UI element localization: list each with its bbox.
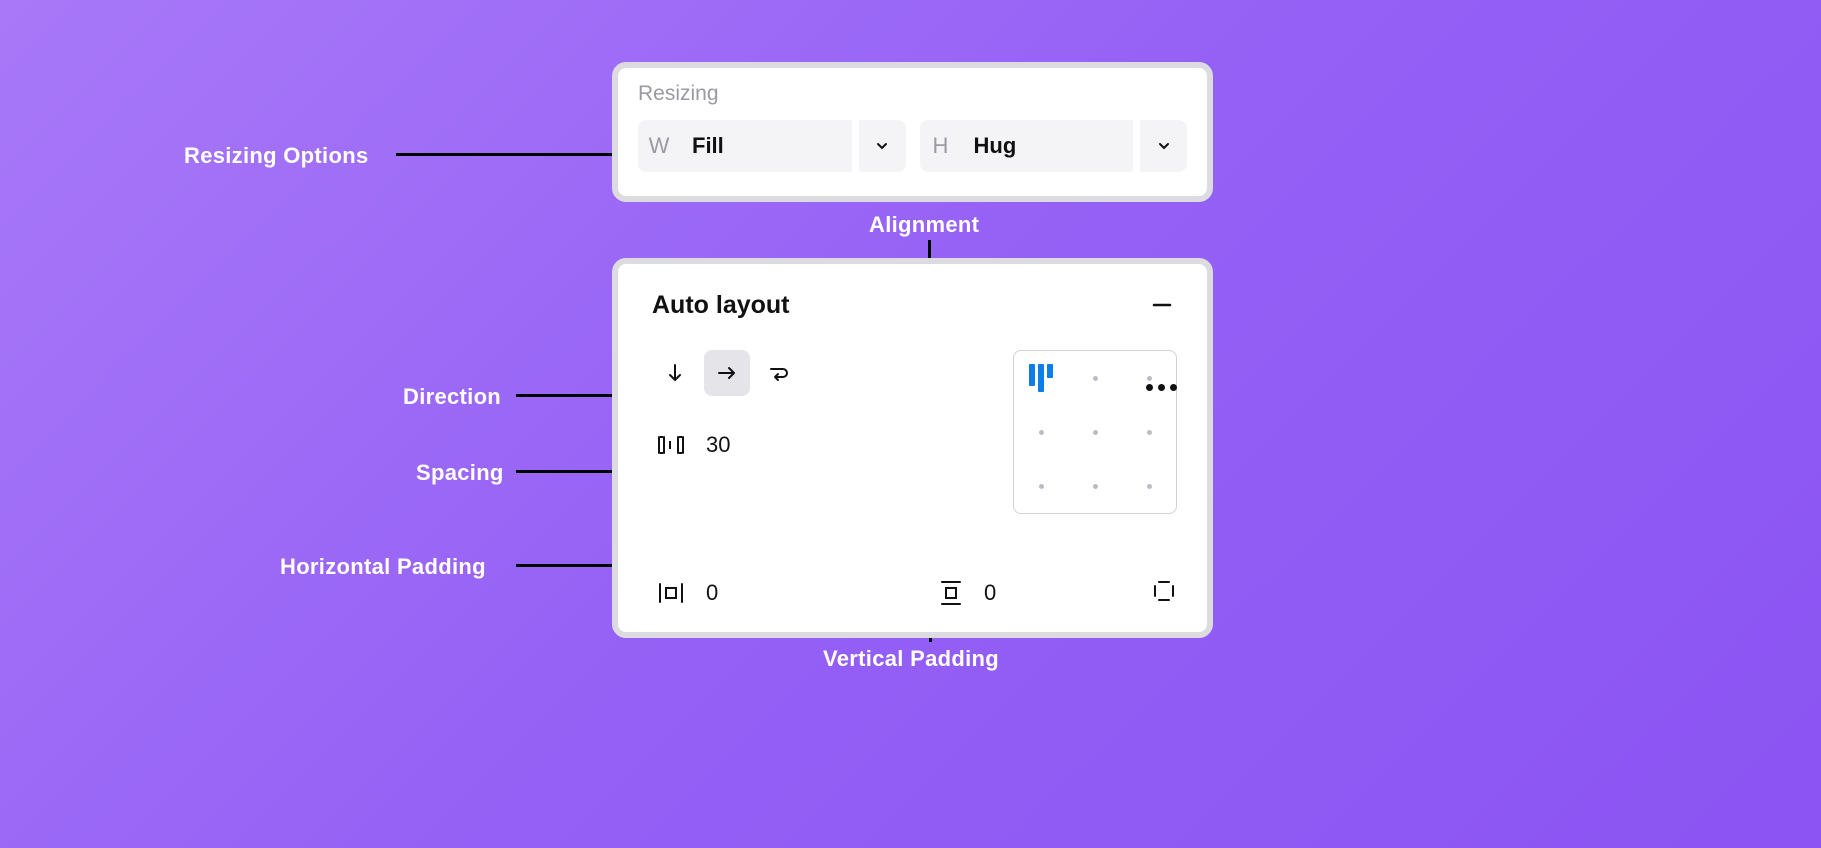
spacing-icon-slot: [652, 433, 690, 457]
height-chevron[interactable]: [1139, 120, 1187, 172]
resizing-panel: Resizing W Fill H Hug: [612, 62, 1213, 202]
align-top-left[interactable]: [1014, 351, 1068, 405]
direction-horizontal-button[interactable]: [704, 350, 750, 396]
remove-auto-layout-button[interactable]: [1147, 290, 1177, 320]
callout-vertical-padding: Vertical Padding: [823, 646, 999, 672]
vertical-padding-icon: [939, 579, 963, 607]
auto-layout-header: Auto layout: [652, 290, 1177, 320]
individual-padding-button[interactable]: [1151, 578, 1177, 609]
callout-alignment: Alignment: [869, 212, 979, 238]
vertical-padding-field[interactable]: 0: [932, 579, 996, 607]
auto-layout-panel: Auto layout: [612, 258, 1213, 638]
resizing-title: Resizing: [638, 82, 1187, 106]
alignment-grid[interactable]: [1013, 350, 1177, 514]
height-prefix: H: [920, 120, 962, 172]
wrap-icon: [767, 362, 791, 384]
auto-layout-right-column: [1013, 350, 1177, 514]
vpad-icon-slot: [932, 579, 970, 607]
auto-layout-left-column: 30: [652, 350, 983, 514]
minus-icon: [1151, 294, 1173, 316]
chevron-down-icon: [1157, 139, 1171, 153]
auto-layout-title: Auto layout: [652, 291, 790, 320]
align-top-right[interactable]: [1122, 351, 1176, 405]
height-value: Hug: [962, 120, 1134, 172]
align-bottom-right[interactable]: [1122, 459, 1176, 513]
align-middle-right[interactable]: [1122, 405, 1176, 459]
hpad-icon-slot: [652, 581, 690, 605]
spacing-icon: [656, 433, 686, 457]
horizontal-padding-icon: [657, 581, 685, 605]
canvas: Resizing Options Direction Spacing Horiz…: [0, 0, 1821, 848]
width-value: Fill: [680, 120, 852, 172]
direction-wrap-button[interactable]: [756, 350, 802, 396]
align-middle-center[interactable]: [1068, 405, 1122, 459]
chevron-down-icon: [875, 139, 889, 153]
spacing-value: 30: [706, 432, 730, 458]
height-field[interactable]: H Hug: [920, 120, 1188, 172]
callout-resizing-options: Resizing Options: [184, 143, 368, 169]
callout-direction: Direction: [403, 384, 501, 410]
width-chevron[interactable]: [858, 120, 906, 172]
align-top-center[interactable]: [1068, 351, 1122, 405]
vertical-padding-value: 0: [984, 580, 996, 606]
arrow-right-icon: [716, 362, 738, 384]
callout-spacing: Spacing: [416, 460, 504, 486]
horizontal-padding-field[interactable]: 0: [652, 580, 718, 606]
width-field[interactable]: W Fill: [638, 120, 906, 172]
expand-padding-icon: [1151, 578, 1177, 604]
resizing-row: W Fill H Hug: [638, 120, 1187, 172]
auto-layout-body: 30: [652, 350, 1177, 514]
connector-resizing: [396, 153, 618, 156]
direction-vertical-button[interactable]: [652, 350, 698, 396]
padding-row: 0 0: [652, 580, 1177, 606]
horizontal-padding-value: 0: [706, 580, 718, 606]
spacing-row[interactable]: 30: [652, 432, 983, 458]
arrow-down-icon: [664, 362, 686, 384]
callout-horizontal-padding: Horizontal Padding: [280, 554, 486, 580]
more-options-button[interactable]: [1146, 384, 1177, 391]
alignment-indicator: [1029, 364, 1053, 392]
align-middle-left[interactable]: [1014, 405, 1068, 459]
align-bottom-left[interactable]: [1014, 459, 1068, 513]
direction-row: [652, 350, 983, 396]
align-bottom-center[interactable]: [1068, 459, 1122, 513]
width-prefix: W: [638, 120, 680, 172]
